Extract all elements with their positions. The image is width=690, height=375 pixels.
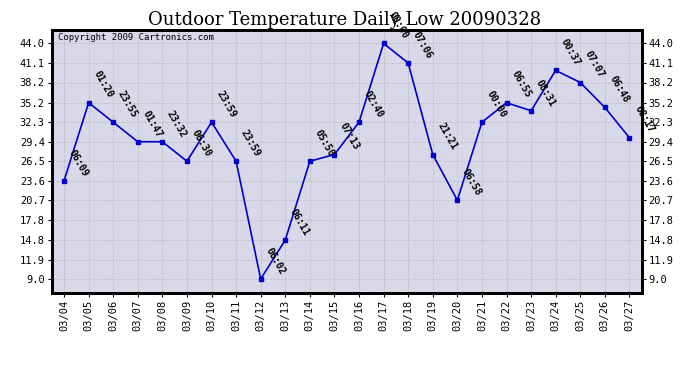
Text: 01:47: 01:47: [141, 108, 164, 139]
Text: 23:32: 23:32: [165, 108, 188, 139]
Text: 23:59: 23:59: [215, 89, 237, 119]
Text: 01:20: 01:20: [91, 69, 115, 100]
Text: 08:31: 08:31: [534, 78, 558, 108]
Text: 07:13: 07:13: [337, 121, 361, 152]
Text: 21:21: 21:21: [435, 121, 459, 152]
Text: 23:55: 23:55: [116, 89, 139, 119]
Text: 02:40: 02:40: [362, 89, 385, 119]
Text: 00:37: 00:37: [558, 37, 582, 68]
Text: 05:50: 05:50: [313, 128, 336, 159]
Text: 00:00: 00:00: [386, 10, 410, 40]
Text: 23:59: 23:59: [239, 128, 262, 159]
Text: Copyright 2009 Cartronics.com: Copyright 2009 Cartronics.com: [58, 33, 213, 42]
Text: 06:58: 06:58: [460, 167, 484, 198]
Text: 00:00: 00:00: [484, 89, 508, 119]
Text: 06:48: 06:48: [608, 74, 631, 105]
Text: Outdoor Temperature Daily Low 20090328: Outdoor Temperature Daily Low 20090328: [148, 11, 542, 29]
Text: 08:17: 08:17: [632, 105, 656, 135]
Text: 07:07: 07:07: [583, 49, 607, 80]
Text: 07:06: 07:06: [411, 30, 434, 60]
Text: 06:55: 06:55: [509, 69, 533, 100]
Text: 06:02: 06:02: [264, 246, 287, 276]
Text: 06:30: 06:30: [190, 128, 213, 159]
Text: 06:11: 06:11: [288, 207, 311, 237]
Text: 06:09: 06:09: [67, 147, 90, 178]
